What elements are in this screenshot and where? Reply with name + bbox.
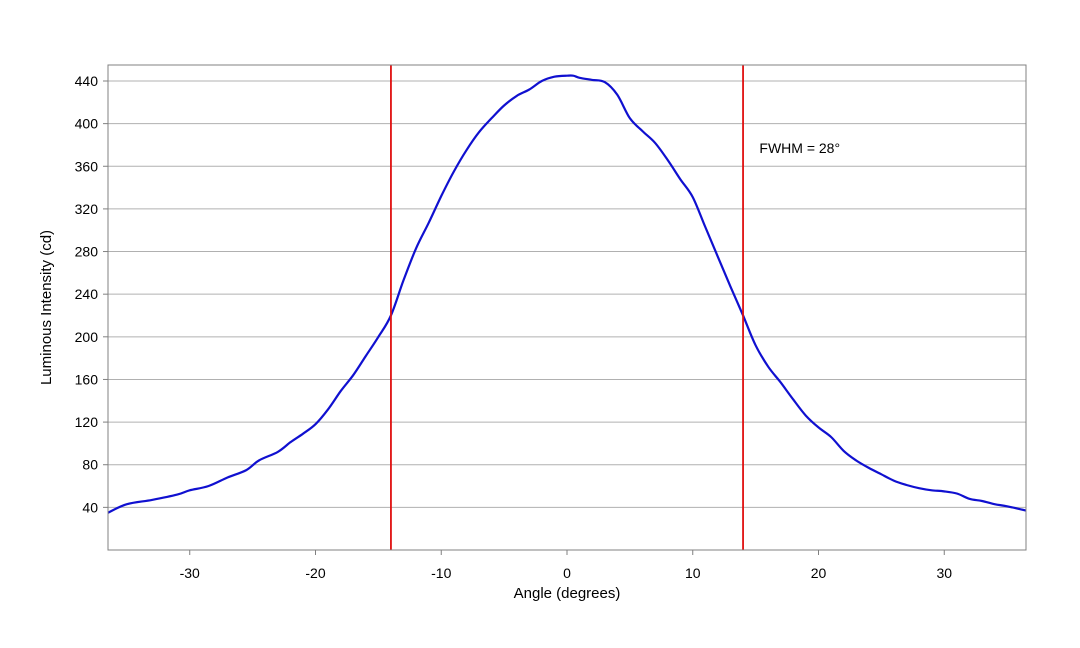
x-tick-label: 0	[563, 565, 571, 581]
y-axis-ticks: 40 80 120 160 200 240 280 320 360 400 440	[75, 73, 108, 515]
y-tick-label: 280	[75, 244, 99, 260]
fwhm-annotation: FWHM = 28°	[759, 140, 840, 156]
y-tick-label: 400	[75, 116, 99, 132]
grid-layer	[108, 80, 1026, 508]
x-tick-label: -10	[431, 565, 451, 581]
y-axis-title: Luminous Intensity (cd)	[38, 230, 55, 385]
x-tick-label: 30	[936, 565, 952, 581]
x-tick-label: 20	[811, 565, 827, 581]
y-tick-label: 160	[75, 371, 99, 387]
y-tick-label: 440	[75, 73, 99, 89]
y-tick-label: 80	[82, 457, 98, 473]
y-tick-label: 40	[82, 499, 98, 515]
x-tick-label: 10	[685, 565, 701, 581]
x-tick-label: -20	[305, 565, 325, 581]
intensity-series-line	[107, 74, 1027, 514]
y-tick-label: 200	[75, 329, 99, 345]
series-layer	[107, 74, 1027, 514]
x-axis-title: Angle (degrees)	[514, 585, 621, 602]
x-tick-label: -30	[180, 565, 200, 581]
y-tick-label: 320	[75, 201, 99, 217]
fwhm-lines	[390, 65, 744, 550]
y-tick-label: 240	[75, 286, 99, 302]
y-tick-label: 360	[75, 158, 99, 174]
plot-frame	[107, 64, 1027, 551]
y-tick-label: 120	[75, 414, 99, 430]
x-axis-ticks: -30 -20 -10 0 10 20 30	[180, 550, 952, 581]
